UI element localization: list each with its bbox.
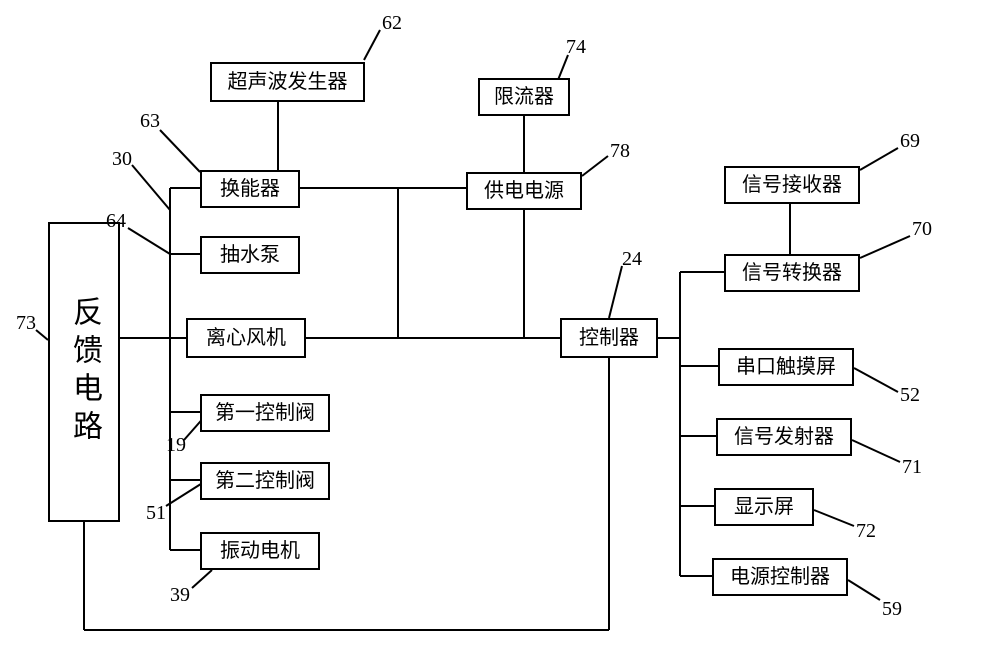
node-power_ctrl: 电源控制器: [712, 558, 848, 596]
wire-leader-30: [132, 165, 170, 210]
node-power_supply: 供电电源: [466, 172, 582, 210]
ref-label-74: 74: [566, 36, 586, 59]
wire-leader-72: [814, 510, 854, 526]
wire-leader-51: [166, 482, 204, 506]
ref-label-71: 71: [902, 456, 922, 479]
wire-leader-24: [609, 266, 622, 318]
ref-label-30: 30: [112, 148, 132, 171]
wire-leader-62: [364, 30, 380, 60]
node-pump: 抽水泵: [200, 236, 300, 274]
wire-leader-63: [160, 130, 200, 172]
node-vib_motor: 振动电机: [200, 532, 320, 570]
ref-label-59: 59: [882, 598, 902, 621]
node-serial_touch: 串口触摸屏: [718, 348, 854, 386]
node-valve1: 第一控制阀: [200, 394, 330, 432]
ref-label-64: 64: [106, 210, 126, 233]
wire-leader-52: [854, 368, 898, 392]
wire-leader-59: [848, 580, 880, 600]
ref-label-62: 62: [382, 12, 402, 35]
node-centrifugal_fan: 离心风机: [186, 318, 306, 358]
wire-leader-64: [128, 228, 170, 254]
node-signal_rx: 信号接收器: [724, 166, 860, 204]
ref-label-19: 19: [166, 434, 186, 457]
ref-label-69: 69: [900, 130, 920, 153]
wire-leader-69: [860, 148, 898, 170]
node-limiter: 限流器: [478, 78, 570, 116]
ref-label-52: 52: [900, 384, 920, 407]
ref-label-24: 24: [622, 248, 642, 271]
ref-label-70: 70: [912, 218, 932, 241]
node-controller: 控制器: [560, 318, 658, 358]
wire-leader-73: [36, 330, 48, 340]
node-ultrasonic_gen: 超声波发生器: [210, 62, 365, 102]
node-signal_conv: 信号转换器: [724, 254, 860, 292]
diagram-canvas: 反馈电路 超声波发生器换能器抽水泵离心风机第一控制阀第二控制阀振动电机 限流器供电电…: [0, 0, 1000, 669]
ref-label-78: 78: [610, 140, 630, 163]
wire-leader-39: [192, 570, 212, 588]
ref-label-51: 51: [146, 502, 166, 525]
node-feedback: 反馈电路: [48, 222, 120, 522]
ref-label-73: 73: [16, 312, 36, 335]
ref-label-39: 39: [170, 584, 190, 607]
wire-leader-70: [860, 236, 910, 258]
ref-label-72: 72: [856, 520, 876, 543]
wire-leader-78: [582, 156, 608, 176]
wire-leader-71: [852, 440, 900, 462]
node-signal_tx: 信号发射器: [716, 418, 852, 456]
node-valve2: 第二控制阀: [200, 462, 330, 500]
ref-label-63: 63: [140, 110, 160, 133]
node-transducer: 换能器: [200, 170, 300, 208]
node-display: 显示屏: [714, 488, 814, 526]
